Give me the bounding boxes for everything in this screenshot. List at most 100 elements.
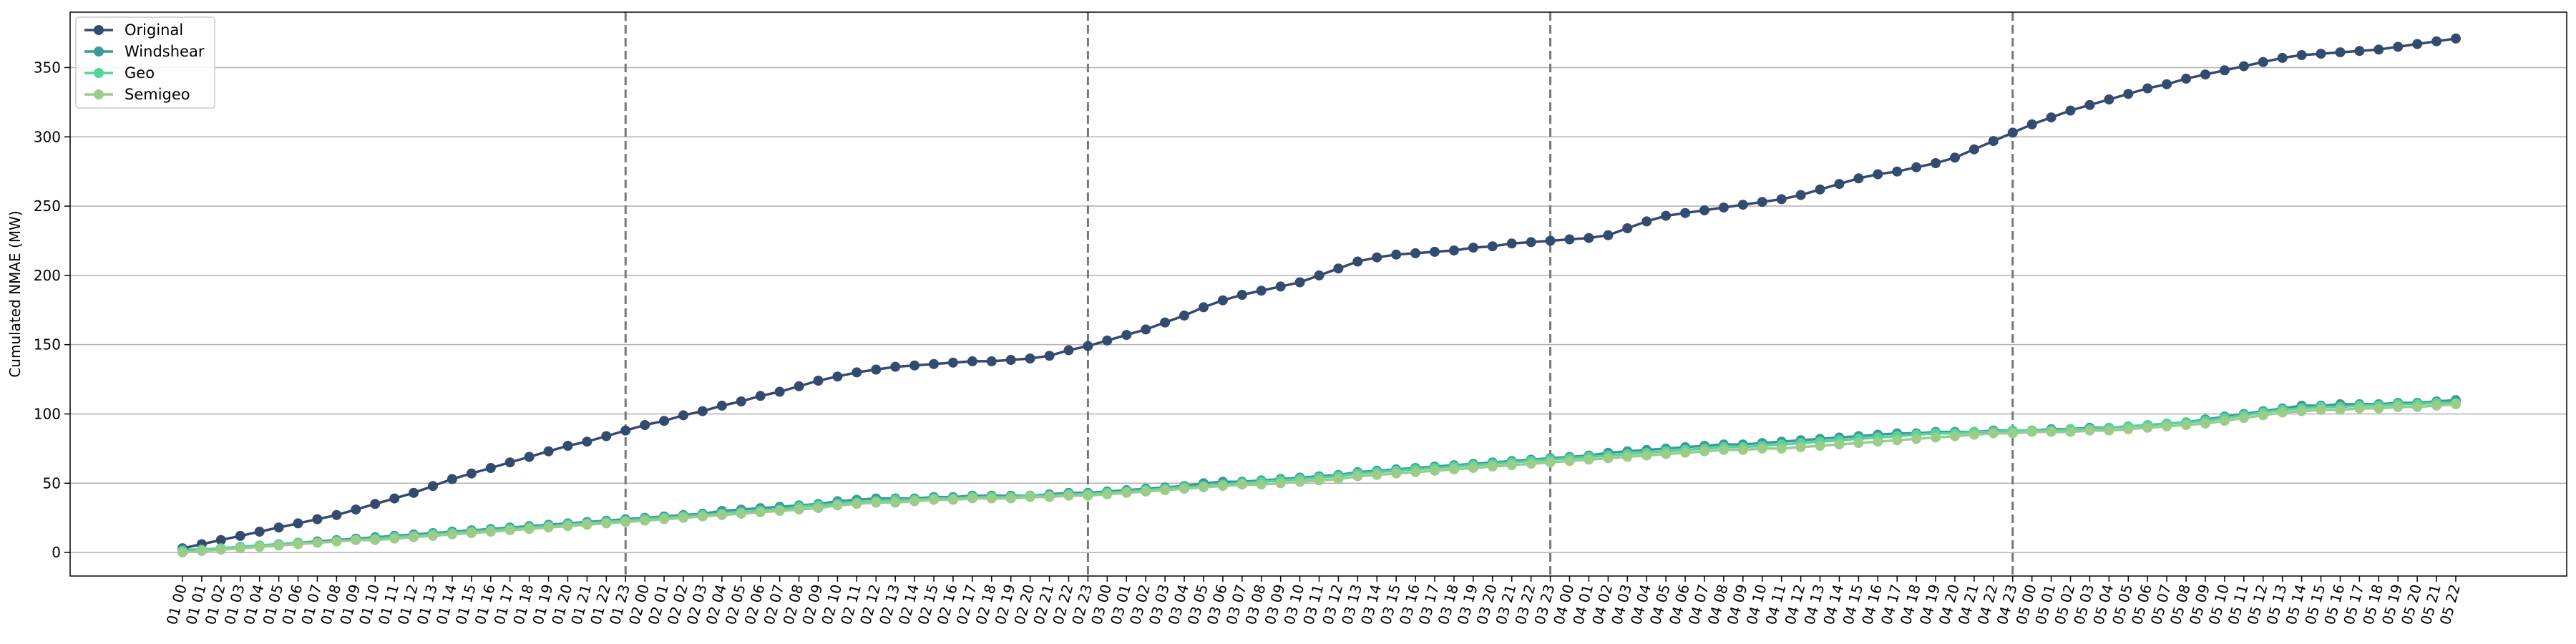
legend-label-windshear: Windshear — [125, 43, 205, 60]
data-point-original — [447, 474, 457, 484]
data-point-semigeo — [2238, 413, 2249, 424]
data-point-semigeo — [447, 529, 457, 540]
data-point-original — [524, 452, 535, 462]
data-point-original — [890, 361, 901, 372]
data-point-original — [1044, 351, 1055, 361]
data-point-semigeo — [1487, 462, 1498, 472]
data-point-original — [620, 425, 631, 436]
y-tick-label: 350 — [34, 59, 61, 76]
data-point-semigeo — [582, 519, 592, 530]
y-tick-label: 150 — [34, 336, 61, 353]
data-point-semigeo — [1160, 485, 1171, 495]
data-point-original — [2104, 94, 2114, 104]
data-point-semigeo — [1179, 484, 1189, 494]
data-point-semigeo — [1372, 469, 1382, 480]
data-point-semigeo — [2316, 404, 2326, 415]
data-point-semigeo — [755, 507, 766, 517]
data-point-semigeo — [1931, 432, 1941, 443]
data-point-semigeo — [1025, 492, 1035, 502]
data-point-semigeo — [1795, 441, 1806, 452]
data-point-original — [947, 357, 958, 368]
data-point-original — [1468, 243, 1478, 253]
data-point-original — [1911, 162, 1922, 172]
data-point-semigeo — [678, 512, 688, 523]
data-point-semigeo — [409, 532, 419, 542]
plot-frame — [69, 11, 2567, 577]
data-point-semigeo — [620, 517, 631, 527]
data-point-semigeo — [1294, 477, 1305, 487]
data-point-semigeo — [293, 539, 303, 550]
data-point-semigeo — [1236, 479, 1247, 490]
data-point-original — [986, 356, 997, 366]
data-point-semigeo — [1044, 492, 1055, 502]
legend-marker-windshear — [94, 47, 104, 57]
data-point-semigeo — [986, 493, 997, 504]
data-point-original — [2296, 50, 2307, 60]
data-point-semigeo — [2104, 425, 2114, 436]
data-point-semigeo — [1853, 438, 1864, 449]
data-point-original — [2007, 127, 2018, 138]
data-point-original — [2162, 79, 2172, 89]
data-point-original — [2026, 119, 2037, 130]
data-point-original — [543, 446, 554, 457]
series-semigeo — [177, 399, 2461, 558]
data-point-semigeo — [2084, 425, 2095, 436]
data-point-semigeo — [254, 542, 265, 552]
data-point-original — [1815, 184, 1825, 195]
data-point-original — [466, 468, 477, 479]
data-point-semigeo — [601, 518, 612, 529]
data-point-original — [1526, 237, 1536, 248]
data-point-semigeo — [2431, 400, 2442, 411]
data-point-original — [1931, 158, 1941, 168]
data-point-semigeo — [716, 509, 727, 520]
y-tick-label: 200 — [34, 267, 61, 284]
data-point-semigeo — [1988, 428, 1999, 439]
y-tick-label: 0 — [52, 544, 61, 561]
data-point-semigeo — [2277, 407, 2288, 418]
y-tick-label: 50 — [43, 474, 61, 492]
data-point-original — [1391, 249, 1402, 260]
data-point-original — [909, 360, 920, 371]
data-point-semigeo — [1430, 465, 1440, 476]
data-point-semigeo — [1410, 467, 1421, 477]
data-point-semigeo — [1275, 478, 1286, 489]
data-point-semigeo — [1776, 443, 1787, 454]
data-point-original — [2200, 69, 2210, 80]
day-separators — [624, 12, 2014, 576]
data-point-original — [1603, 230, 1614, 240]
data-point-original — [2046, 112, 2057, 123]
data-point-original — [1063, 345, 1074, 356]
data-point-semigeo — [1506, 460, 1517, 471]
data-point-semigeo — [370, 535, 381, 545]
data-point-original — [1950, 152, 1960, 163]
data-point-original — [2123, 89, 2134, 99]
data-point-original — [1025, 353, 1035, 364]
data-point-original — [1217, 295, 1228, 306]
data-point-original — [659, 416, 670, 426]
data-point-original — [736, 396, 746, 406]
data-point-semigeo — [1622, 452, 1633, 462]
data-point-semigeo — [1815, 441, 1825, 451]
data-point-original — [351, 504, 361, 515]
data-point-original — [1661, 210, 1672, 221]
data-point-semigeo — [909, 496, 920, 507]
data-point-original — [871, 364, 882, 375]
data-point-semigeo — [852, 499, 862, 509]
data-point-original — [312, 514, 323, 525]
data-point-original — [1352, 256, 1363, 267]
data-point-semigeo — [1737, 444, 1748, 455]
data-point-semigeo — [1968, 429, 1979, 440]
data-point-semigeo — [312, 537, 323, 548]
data-point-semigeo — [2393, 401, 2404, 412]
data-point-original — [2084, 99, 2095, 110]
data-point-semigeo — [2123, 424, 2134, 434]
data-point-semigeo — [1584, 454, 1594, 465]
data-point-semigeo — [196, 546, 207, 557]
data-point-semigeo — [331, 536, 342, 547]
data-point-semigeo — [890, 497, 901, 508]
legend-label-geo: Geo — [125, 64, 155, 82]
data-point-original — [2316, 49, 2326, 59]
data-point-semigeo — [774, 506, 785, 516]
data-point-semigeo — [1063, 490, 1074, 501]
